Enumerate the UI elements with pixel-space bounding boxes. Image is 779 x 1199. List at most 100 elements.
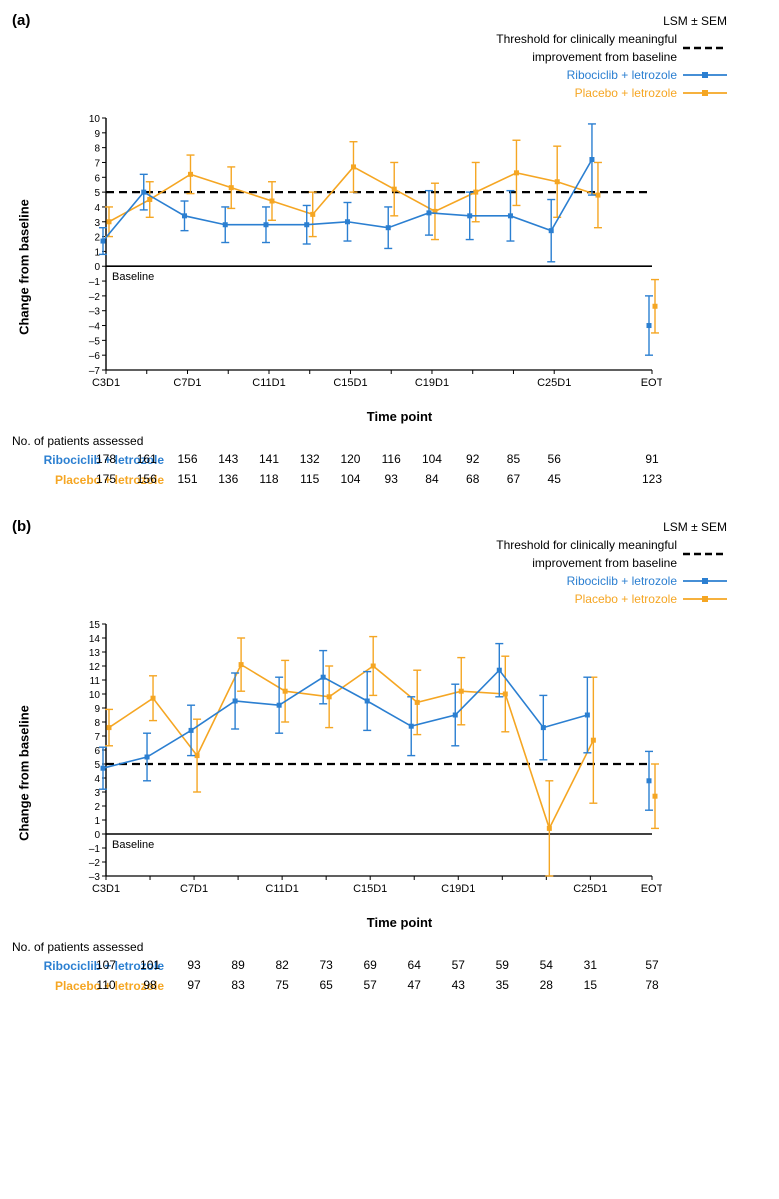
panel-panelB: (b)LSM ± SEMThreshold for clinically mea… xyxy=(12,518,767,994)
svg-text:8: 8 xyxy=(94,144,100,155)
count-cell: 97 xyxy=(187,978,200,992)
svg-text:2: 2 xyxy=(94,233,100,244)
svg-text:–4: –4 xyxy=(89,322,101,333)
count-cell: 141 xyxy=(259,452,279,466)
legend-threshold-label: Threshold for clinically meaningfulimpro… xyxy=(496,536,677,572)
svg-text:11: 11 xyxy=(90,676,101,687)
count-cell: 85 xyxy=(507,452,520,466)
count-cell: 67 xyxy=(507,472,520,486)
legend-series2-icon xyxy=(683,87,727,99)
svg-text:C11D1: C11D1 xyxy=(265,883,298,895)
count-cell: 143 xyxy=(218,452,238,466)
count-cell: 47 xyxy=(408,978,421,992)
count-cell: 115 xyxy=(300,472,319,486)
panelA-chart-area: Change from baseline–7–6–5–4–3–2–1012345… xyxy=(72,110,727,424)
count-row: Placebo + letrozole110989783756557474335… xyxy=(12,978,767,994)
svg-text:7: 7 xyxy=(94,158,100,169)
count-cell: 31 xyxy=(584,958,597,972)
count-cell: 65 xyxy=(319,978,332,992)
svg-text:12: 12 xyxy=(89,662,101,673)
count-cell: 110 xyxy=(96,978,115,992)
legend-series1-label: Ribociclib + letrozole xyxy=(567,66,677,84)
legend-series1-icon xyxy=(683,69,727,81)
count-cells: 110989783756557474335281578 xyxy=(72,978,767,994)
count-cell: 101 xyxy=(140,958,160,972)
count-cell: 116 xyxy=(382,452,401,466)
svg-text:1: 1 xyxy=(94,247,100,258)
panelB-chart-area: Change from baseline–3–2–101234567891011… xyxy=(72,616,727,930)
count-cells: 1071019389827369645759543157 xyxy=(72,958,767,974)
svg-text:9: 9 xyxy=(94,704,100,715)
legend-series1-icon xyxy=(683,575,727,587)
count-cell: 107 xyxy=(96,958,116,972)
legend-series1-label: Ribociclib + letrozole xyxy=(567,572,677,590)
legend-series2-row: Placebo + letrozole xyxy=(12,590,727,608)
svg-text:4: 4 xyxy=(94,774,100,785)
count-cell: 35 xyxy=(496,978,509,992)
svg-text:5: 5 xyxy=(94,760,100,771)
svg-text:Baseline: Baseline xyxy=(112,271,154,283)
x-axis-label: Time point xyxy=(72,409,727,424)
panel-label: (b) xyxy=(12,518,31,535)
svg-text:2: 2 xyxy=(94,802,100,813)
svg-text:Baseline: Baseline xyxy=(112,839,154,851)
count-cell: 136 xyxy=(218,472,238,486)
svg-text:–2: –2 xyxy=(89,292,101,303)
svg-text:13: 13 xyxy=(89,648,101,659)
count-title: No. of patients assessed xyxy=(12,940,767,954)
count-cell: 104 xyxy=(340,472,360,486)
svg-text:15: 15 xyxy=(89,620,101,631)
count-cell: 73 xyxy=(319,958,332,972)
count-cell: 43 xyxy=(452,978,465,992)
svg-text:–6: –6 xyxy=(89,351,101,362)
svg-text:–2: –2 xyxy=(89,858,101,869)
count-cell: 178 xyxy=(96,452,116,466)
svg-text:C19D1: C19D1 xyxy=(441,883,475,895)
threshold-icon xyxy=(683,548,727,560)
legend-series2-row: Placebo + letrozole xyxy=(12,84,727,102)
count-title: No. of patients assessed xyxy=(12,434,767,448)
legend-lsm: LSM ± SEM xyxy=(12,12,727,30)
count-cell: 151 xyxy=(177,472,197,486)
count-cell: 78 xyxy=(645,978,658,992)
svg-text:EOT: EOT xyxy=(641,883,662,895)
y-axis-label: Change from baseline xyxy=(17,199,32,335)
svg-text:C25D1: C25D1 xyxy=(537,377,571,389)
svg-text:6: 6 xyxy=(94,173,100,184)
threshold-icon xyxy=(683,42,727,54)
svg-text:–3: –3 xyxy=(89,307,101,318)
count-cell: 120 xyxy=(340,452,360,466)
svg-text:C11D1: C11D1 xyxy=(252,377,285,389)
count-row: Ribociclib + letrozole107101938982736964… xyxy=(12,958,767,974)
svg-text:C7D1: C7D1 xyxy=(173,377,201,389)
svg-text:10: 10 xyxy=(89,114,101,125)
svg-text:C25D1: C25D1 xyxy=(573,883,607,895)
count-row: Placebo + letrozole175156151136118115104… xyxy=(12,472,767,488)
count-cell: 64 xyxy=(408,958,421,972)
panelB-chart-svg: –3–2–10123456789101112131415BaselineC3D1… xyxy=(72,616,662,906)
count-cell: 84 xyxy=(425,472,438,486)
svg-text:14: 14 xyxy=(89,634,101,645)
legend-threshold-row: Threshold for clinically meaningfulimpro… xyxy=(12,536,727,572)
count-cell: 118 xyxy=(259,472,278,486)
svg-text:–1: –1 xyxy=(89,277,101,288)
panelB-counts: No. of patients assessedRibociclib + let… xyxy=(12,940,767,994)
count-cell: 89 xyxy=(231,958,244,972)
svg-text:C19D1: C19D1 xyxy=(415,377,449,389)
y-axis-label: Change from baseline xyxy=(17,705,32,841)
count-cell: 156 xyxy=(177,452,197,466)
count-cell: 132 xyxy=(300,452,320,466)
count-cell: 15 xyxy=(584,978,597,992)
count-cell: 28 xyxy=(540,978,553,992)
count-cell: 175 xyxy=(96,472,116,486)
count-cell: 57 xyxy=(452,958,465,972)
legend-threshold-label: Threshold for clinically meaningfulimpro… xyxy=(496,30,677,66)
count-cell: 57 xyxy=(364,978,377,992)
count-cell: 104 xyxy=(422,452,442,466)
count-cell: 75 xyxy=(275,978,288,992)
svg-text:–5: –5 xyxy=(89,336,101,347)
count-row: Ribociclib + letrozole178161156143141132… xyxy=(12,452,767,468)
count-cell: 93 xyxy=(385,472,398,486)
count-cell: 123 xyxy=(642,472,662,486)
legend-series1-row: Ribociclib + letrozole xyxy=(12,572,727,590)
